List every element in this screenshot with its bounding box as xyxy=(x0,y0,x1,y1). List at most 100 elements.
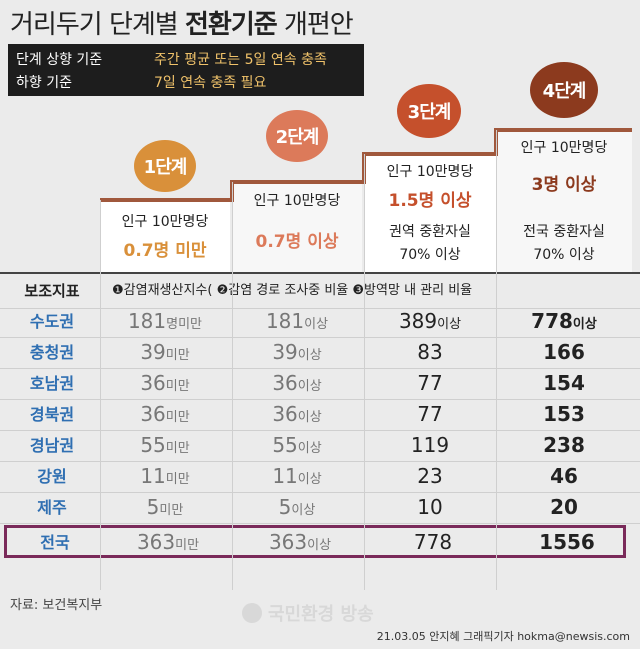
stage4-cell-value: 20 xyxy=(550,495,578,519)
stage4-cell: 46 xyxy=(496,461,632,492)
stage2-cell-suffix: 이상 xyxy=(304,317,329,332)
region-name-value: 수도권 xyxy=(29,312,75,331)
stage3-line1: 인구 10만명당 xyxy=(386,164,474,180)
stage3-line4: 70% 이상 xyxy=(399,247,461,263)
stage2-cell-suffix: 이상 xyxy=(291,503,316,518)
stage2-cell: 11이상 xyxy=(232,461,362,492)
stage4-cell: 20 xyxy=(496,492,632,523)
stage3-cell-value: 119 xyxy=(410,433,450,457)
stage1-cell-value: 181 xyxy=(127,309,167,333)
region-name: 경남권 xyxy=(8,430,96,461)
stage2-cell-suffix: 이상 xyxy=(297,410,322,425)
stage3-cell: 83 xyxy=(364,337,496,368)
stage1-cell: 5미만 xyxy=(100,492,230,523)
stage3-cell: 778 xyxy=(367,527,499,558)
watermark: 국민환경 방송 xyxy=(242,603,374,625)
stage1-cell: 181명미만 xyxy=(100,306,230,337)
stage4-cell-value: 778 xyxy=(531,309,573,333)
stage1-panel xyxy=(100,200,230,272)
stage-stairs xyxy=(100,128,632,272)
stage2-cell-suffix: 이상 xyxy=(307,538,332,553)
stage1-cell-value: 36 xyxy=(140,402,166,426)
stage1-cell-suffix: 명미만 xyxy=(166,317,203,332)
region-name: 수도권 xyxy=(8,306,96,337)
stage3-cell: 119 xyxy=(364,430,496,461)
region-name: 충청권 xyxy=(8,337,96,368)
watermark-text: 국민환경 방송 xyxy=(268,603,374,625)
stage3-cell-value: 389 xyxy=(398,309,438,333)
stage1-cell-value: 36 xyxy=(140,371,166,395)
stage4-cell-value: 153 xyxy=(543,402,585,426)
stage1-cell-suffix: 미만 xyxy=(175,538,200,553)
stage1-cell-suffix: 미만 xyxy=(165,410,190,425)
stage4-cell-suffix: 이상 xyxy=(572,317,597,332)
stage3-cell: 389이상 xyxy=(364,306,496,337)
stage1-cell-value: 5 xyxy=(146,495,160,519)
stage4-cell-value: 238 xyxy=(543,433,585,457)
stage3-cell: 77 xyxy=(364,368,496,399)
stage3-cell-value: 83 xyxy=(417,340,443,364)
stage2-cell-value: 55 xyxy=(272,433,298,457)
credit-line: 21.03.05 안지혜 그래픽기자 hokma@newsis.com xyxy=(376,630,630,643)
stage4-cell-value: 1556 xyxy=(539,530,595,554)
criteria-row-down: 하향 기준 7일 연속 충족 필요 xyxy=(16,75,267,91)
stage4-cell: 778이상 xyxy=(496,306,632,337)
stage1-cell-suffix: 미만 xyxy=(159,503,184,518)
aux-text: ❶감염재생산지수( ❷감염 경로 조사중 비율 ❸방역망 내 관리 비율 xyxy=(112,283,473,298)
stage4-cell: 1556 xyxy=(499,527,635,558)
stage1-cell: 36미만 xyxy=(100,399,230,430)
stage1-cell: 55미만 xyxy=(100,430,230,461)
stage1-cell: 36미만 xyxy=(100,368,230,399)
stage1-cell-value: 363 xyxy=(136,530,176,554)
stage3-line3: 권역 중환자실 xyxy=(389,224,471,240)
stage2-cell-value: 363 xyxy=(268,530,308,554)
stage1-cell-value: 39 xyxy=(140,340,166,364)
page-title: 거리두기 단계별 전환기준 개편안 xyxy=(10,10,354,40)
stage3-cell-value: 77 xyxy=(417,402,443,426)
stage2-cell: 363이상 xyxy=(235,527,365,558)
table-row: 전국 363미만 363이상 778 1556 xyxy=(4,525,626,558)
table-row: 경남권 55미만 55이상 119 238 xyxy=(0,430,640,462)
stage2-cell-value: 36 xyxy=(272,402,298,426)
stage2-cell-value: 11 xyxy=(272,464,298,488)
table-row: 수도권 181명미만 181이상 389이상 778이상 xyxy=(0,306,640,338)
stage2-cell-value: 5 xyxy=(278,495,292,519)
stage2-cell: 36이상 xyxy=(232,368,362,399)
stage3-value: 1.5명 이상 xyxy=(388,191,472,211)
stage3-cell-value: 10 xyxy=(417,495,443,519)
table-row: 호남권 36미만 36이상 77 154 xyxy=(0,368,640,400)
stage1-cell: 39미만 xyxy=(100,337,230,368)
region-name-value: 경남권 xyxy=(29,436,75,455)
region-name-value: 충청권 xyxy=(29,343,75,362)
stage3-cell-value: 77 xyxy=(417,371,443,395)
stage3-cell-value: 23 xyxy=(417,464,443,488)
region-name: 제주 xyxy=(8,492,96,523)
stage3-panel xyxy=(364,154,496,272)
region-name: 강원 xyxy=(8,461,96,492)
source-note: 자료: 보건복지부 xyxy=(10,598,103,613)
stage2-cell-suffix: 이상 xyxy=(297,472,322,487)
region-name-value: 경북권 xyxy=(29,405,75,424)
stage2-cell-suffix: 이상 xyxy=(297,379,322,394)
stage1-cell: 11미만 xyxy=(100,461,230,492)
stage4-cell-value: 154 xyxy=(543,371,585,395)
stage4-cell-value: 166 xyxy=(543,340,585,364)
table-row: 강원 11미만 11이상 23 46 xyxy=(0,461,640,493)
stage4-line4: 70% 이상 xyxy=(533,247,595,263)
aux-label: 보조지표 xyxy=(24,282,80,300)
region-name-value: 강원 xyxy=(37,467,67,486)
stage2-badge: 2단계 xyxy=(266,110,328,162)
region-name-value: 호남권 xyxy=(29,374,75,393)
stage1-cell-suffix: 미만 xyxy=(165,379,190,394)
stage2-value: 0.7명 이상 xyxy=(255,232,339,252)
table-row: 충청권 39미만 39 이상 83 166 xyxy=(0,337,640,369)
stage3-cell: 10 xyxy=(364,492,496,523)
region-name: 경북권 xyxy=(8,399,96,430)
stage2-cell: 55이상 xyxy=(232,430,362,461)
stage2-line1: 인구 10만명당 xyxy=(253,193,341,209)
stage2-cell-suffix: 이상 xyxy=(297,348,322,363)
stage4-line3: 전국 중환자실 xyxy=(523,224,605,240)
stage1-cell-value: 55 xyxy=(140,433,166,457)
stage2-cell: 5이상 xyxy=(232,492,362,523)
region-name: 전국 xyxy=(11,527,99,558)
